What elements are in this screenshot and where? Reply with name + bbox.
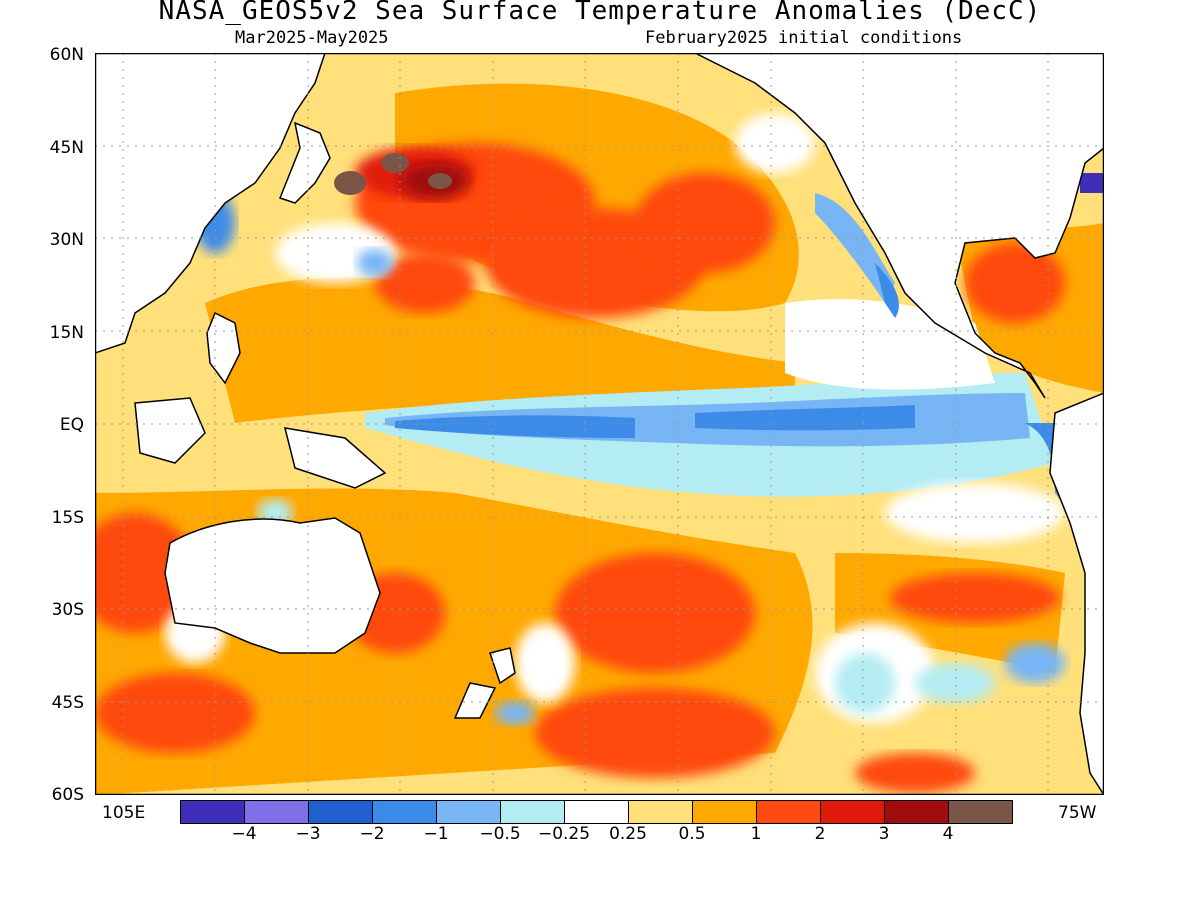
map-frame <box>95 53 1104 795</box>
colorbar-label: −2 <box>359 824 385 844</box>
colorbar-box <box>565 801 629 823</box>
graticule <box>95 53 1104 795</box>
colorbar-box <box>373 801 437 823</box>
colorbar-label: 2 <box>814 824 826 844</box>
lat-label-30n: 30N <box>49 230 84 250</box>
japan-land <box>279 121 331 204</box>
colorbar-box <box>181 801 245 823</box>
colorbar-box <box>501 801 565 823</box>
colorbar-box <box>309 801 373 823</box>
lon-label-right: 75W <box>1058 803 1097 823</box>
colorbar-label: 0.25 <box>609 824 647 844</box>
lat-label-15n: 15N <box>49 323 84 343</box>
new-zealand-land <box>453 647 516 719</box>
chart-title: NASA_GEOS5v2 Sea Surface Temperature Ano… <box>158 0 1042 26</box>
south-america-land <box>1049 392 1104 795</box>
colorbar-label: 3 <box>878 824 890 844</box>
lat-label-60s: 60S <box>51 785 84 805</box>
colorbar-label: 0.5 <box>678 824 706 844</box>
lat-label-eq: EQ <box>59 415 84 435</box>
colorbar-box <box>245 801 309 823</box>
sst-anomaly-map <box>95 53 1104 795</box>
colorbar-box <box>629 801 693 823</box>
initial-conditions: February2025 initial conditions <box>645 28 963 48</box>
colorbar-label: 1 <box>750 824 762 844</box>
colorbar-label: 4 <box>942 824 954 844</box>
colorbar-box <box>821 801 885 823</box>
colorbar <box>180 800 1013 824</box>
colorbar-label: −3 <box>295 824 321 844</box>
colorbar-box <box>949 801 1012 823</box>
anomaly-field <box>95 53 1104 795</box>
lat-label-30s: 30S <box>51 600 84 620</box>
forecast-period: Mar2025-May2025 <box>235 28 389 48</box>
lat-label-45s: 45S <box>51 693 84 713</box>
borneo-land <box>134 397 206 464</box>
colorbar-label: −0.25 <box>537 824 591 844</box>
land-masses <box>95 53 1104 795</box>
lon-label-left: 105E <box>102 803 146 823</box>
colorbar-label: −1 <box>423 824 449 844</box>
north-america-land <box>694 53 1104 399</box>
colorbar-box <box>693 801 757 823</box>
colorbar-box <box>885 801 949 823</box>
australia-land <box>164 517 381 654</box>
lat-label-15s: 15S <box>51 508 84 528</box>
asia-land <box>95 53 326 354</box>
colorbar-box <box>757 801 821 823</box>
new-guinea-land <box>283 427 387 489</box>
lat-label-45n: 45N <box>49 138 84 158</box>
colorbar-label: −0.5 <box>479 824 521 844</box>
colorbar-box <box>437 801 501 823</box>
lat-label-60n: 60N <box>49 45 84 65</box>
colorbar-label: −4 <box>231 824 257 844</box>
